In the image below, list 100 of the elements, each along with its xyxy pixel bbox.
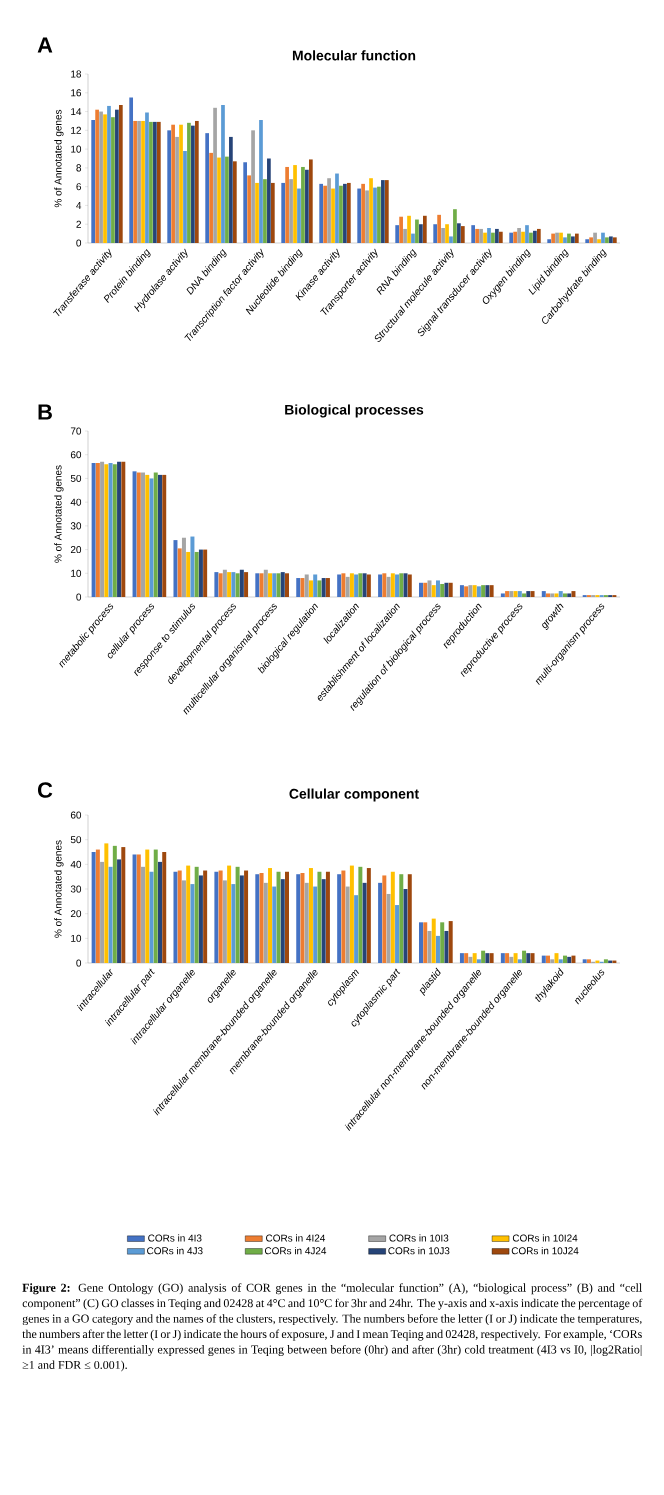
bar (448, 921, 453, 964)
bar (509, 591, 514, 598)
bar (341, 573, 346, 598)
bar (99, 111, 103, 243)
legend-label: CORs in 4I24 (266, 1234, 326, 1242)
bar (479, 228, 483, 243)
bar (407, 574, 412, 598)
y-tick-label: 60 (70, 451, 82, 459)
bar (132, 854, 137, 964)
bar (153, 849, 158, 964)
bar (571, 236, 575, 243)
bar (149, 478, 154, 598)
y-tick-label: 10 (71, 569, 82, 577)
bar (403, 573, 408, 598)
bar (448, 582, 453, 598)
bar (489, 953, 494, 964)
bar (585, 239, 590, 243)
bar (313, 886, 318, 964)
bar (280, 572, 285, 598)
bar (491, 232, 495, 243)
bar (175, 136, 179, 243)
bar (505, 953, 510, 964)
bar (304, 882, 309, 964)
bar (285, 166, 289, 243)
bar (181, 880, 186, 964)
y-tick-label: 20 (70, 910, 82, 918)
bar (194, 120, 199, 243)
bar (141, 866, 146, 964)
bar (369, 178, 373, 243)
legend-label: CORs in 4J24 (264, 1247, 327, 1255)
bar (440, 922, 445, 964)
bar (232, 161, 237, 243)
bar (361, 183, 365, 243)
bar (115, 109, 119, 243)
bar (563, 237, 567, 243)
y-tick-label: 18 (71, 70, 82, 78)
bar (558, 591, 563, 598)
bar (239, 569, 244, 598)
bar (255, 874, 260, 964)
bar (95, 849, 100, 964)
bar (517, 591, 522, 598)
bar (475, 228, 479, 243)
bar (459, 953, 464, 964)
bar (381, 180, 385, 243)
bar (112, 464, 117, 598)
bar (346, 182, 351, 243)
bar (198, 875, 203, 964)
bar (468, 585, 473, 598)
y-tick-label: 12 (71, 126, 81, 134)
bar (321, 578, 326, 598)
bar (457, 223, 461, 243)
bar (339, 185, 343, 243)
bar (349, 865, 354, 964)
bar (384, 180, 389, 243)
legend-label: CORs in 10I24 (512, 1234, 578, 1242)
bar (285, 871, 289, 964)
y-tick-label: 8 (76, 164, 82, 172)
bar (157, 474, 162, 598)
bar (296, 578, 301, 598)
bar (276, 871, 281, 964)
bar (229, 136, 233, 243)
bar (103, 114, 107, 243)
bar (390, 871, 395, 964)
bar (517, 227, 521, 243)
bar (218, 573, 223, 598)
bar (327, 178, 331, 243)
y-tick-label: 20 (70, 546, 82, 554)
bar (255, 182, 259, 243)
bar (464, 953, 469, 964)
bar (308, 868, 313, 964)
bar (107, 105, 111, 243)
bar (162, 474, 167, 598)
bar (214, 572, 219, 598)
bar (239, 875, 244, 964)
bar (525, 225, 529, 243)
bar (407, 874, 412, 964)
bar (343, 183, 347, 243)
bar (308, 159, 313, 243)
bar (209, 152, 213, 243)
bar (472, 953, 477, 964)
bar (145, 474, 150, 598)
bar (335, 173, 339, 243)
bar (586, 959, 591, 964)
bar (362, 882, 367, 964)
bar (427, 930, 432, 964)
bar (431, 585, 436, 598)
bar (529, 232, 533, 243)
bar (444, 582, 449, 598)
bar (111, 117, 115, 243)
bar (117, 461, 122, 598)
bar (378, 574, 383, 598)
bar (118, 104, 123, 243)
bar (183, 150, 187, 243)
y-tick-label: 30 (70, 885, 82, 893)
bar (255, 573, 260, 598)
bar (597, 239, 601, 243)
bar (243, 162, 248, 243)
y-tick-label: 0 (76, 239, 82, 247)
legend-label: CORs in 4I3 (148, 1234, 202, 1242)
bar (513, 591, 518, 598)
